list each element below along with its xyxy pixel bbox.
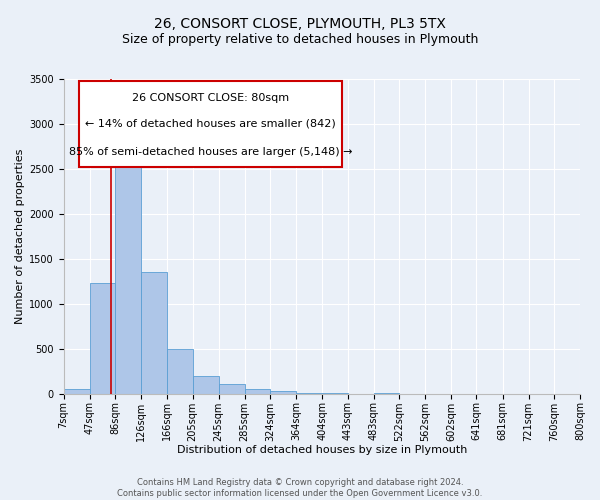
Bar xyxy=(270,391,296,394)
X-axis label: Distribution of detached houses by size in Plymouth: Distribution of detached houses by size … xyxy=(176,445,467,455)
Text: Contains HM Land Registry data © Crown copyright and database right 2024.
Contai: Contains HM Land Registry data © Crown c… xyxy=(118,478,482,498)
Text: 85% of semi-detached houses are larger (5,148) →: 85% of semi-detached houses are larger (… xyxy=(69,146,353,156)
Bar xyxy=(245,388,270,394)
Bar xyxy=(193,376,218,394)
Text: Size of property relative to detached houses in Plymouth: Size of property relative to detached ho… xyxy=(122,32,478,46)
Bar xyxy=(141,272,167,394)
Text: 26, CONSORT CLOSE, PLYMOUTH, PL3 5TX: 26, CONSORT CLOSE, PLYMOUTH, PL3 5TX xyxy=(154,18,446,32)
Bar xyxy=(115,161,141,394)
Bar xyxy=(64,389,89,394)
Bar xyxy=(218,384,245,394)
FancyBboxPatch shape xyxy=(79,80,343,167)
Text: 26 CONSORT CLOSE: 80sqm: 26 CONSORT CLOSE: 80sqm xyxy=(132,93,289,103)
Text: ← 14% of detached houses are smaller (842): ← 14% of detached houses are smaller (84… xyxy=(85,119,336,129)
Bar xyxy=(167,348,193,394)
Bar xyxy=(89,283,115,394)
Y-axis label: Number of detached properties: Number of detached properties xyxy=(15,148,25,324)
